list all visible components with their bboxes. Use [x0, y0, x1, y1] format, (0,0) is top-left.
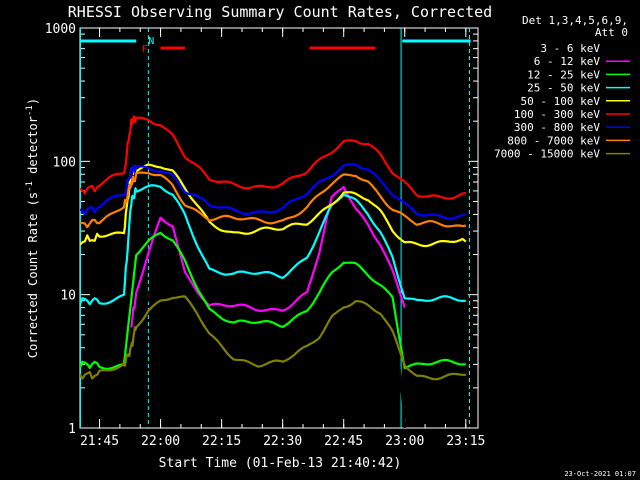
- flag-n: N: [148, 36, 154, 47]
- legend-entry-label: 6 - 12 keV: [534, 55, 601, 68]
- y-tick-label: 10: [60, 289, 76, 304]
- series-line-3-6-kev: [115, 192, 406, 428]
- y-axis-label: Corrected Count Rate (s-1 detector-1): [25, 98, 40, 358]
- y-tick-label: 1: [68, 422, 76, 437]
- axis-frame: [79, 27, 479, 429]
- legend-entry-label: 300 - 800 keV: [514, 121, 600, 134]
- x-tick-label: 22:30: [263, 434, 302, 449]
- series-line-12-25-kev: [80, 231, 466, 370]
- x-tick-label: 23:15: [446, 434, 485, 449]
- series-line-100-300-kev: [80, 115, 467, 200]
- legend-entry-label: 12 - 25 keV: [527, 68, 600, 81]
- x-tick-label: 22:00: [141, 434, 180, 449]
- legend-entry-label: 7000 - 15000 keV: [494, 148, 600, 161]
- timestamp: 23-Oct-2021 01:07: [564, 470, 636, 478]
- legend-entry-label: 25 - 50 keV: [527, 82, 600, 95]
- x-tick-label: 22:45: [324, 434, 363, 449]
- chart-title: RHESSI Observing Summary Count Rates, Co…: [68, 3, 492, 21]
- legend-header: Att 0: [595, 26, 628, 39]
- series-line-800-7000-kev: [80, 171, 467, 229]
- legend-entry-label: 800 - 7000 keV: [507, 134, 600, 147]
- y-tick-label: 1000: [45, 22, 76, 37]
- legend-entry-label: 3 - 6 keV: [540, 42, 600, 55]
- series-line-300-800-kev: [80, 163, 466, 220]
- legend-header: Det 1,3,4,5,6,9,: [522, 14, 628, 27]
- x-tick-label: 22:15: [202, 434, 241, 449]
- plot-area: 1 10 100 1000 21:45 22:00 22:15 22:30 22:45 23:00…: [45, 22, 486, 449]
- x-axis-label: Start Time (01-Feb-13 21:40:42): [159, 456, 402, 471]
- series-line-6-12-kev: [130, 185, 406, 328]
- legend-entry-label: 50 - 100 keV: [521, 95, 601, 108]
- series-group: [80, 115, 467, 428]
- legend-entry-label: 100 - 300 keV: [514, 108, 600, 121]
- series-line-25-50-kev: [80, 184, 466, 306]
- x-tick-label: 23:00: [385, 434, 424, 449]
- series-line-7000-15000-kev: [80, 295, 466, 381]
- flag-f: F: [142, 44, 148, 55]
- x-tick-label: 21:45: [80, 434, 119, 449]
- y-tick-label: 100: [53, 155, 76, 170]
